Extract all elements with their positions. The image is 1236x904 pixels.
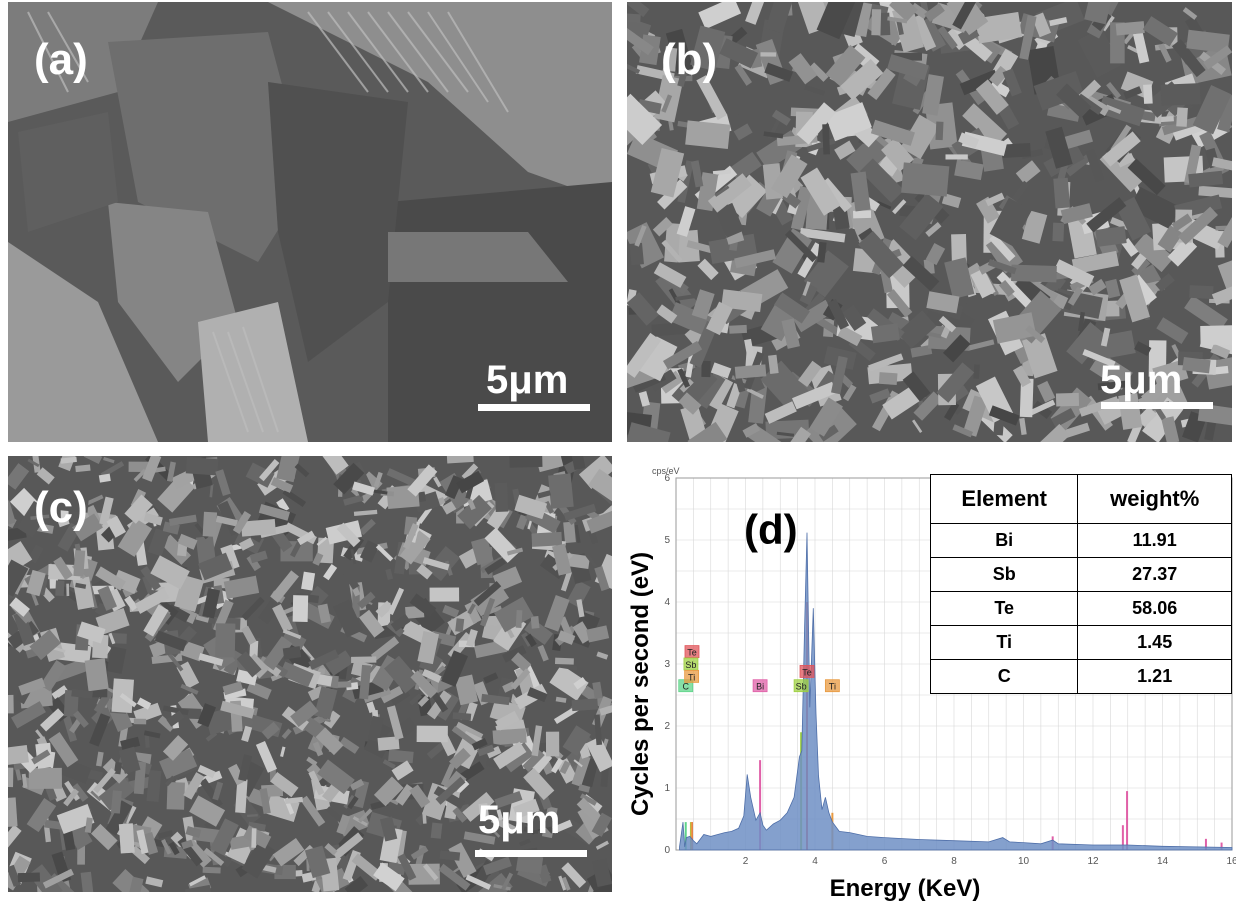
element-marker-label: Te [687,648,697,658]
scale-bar-c [475,850,587,857]
panel-label-c: (c) [34,483,88,532]
sem-image-a: (a) 5μm [8,2,612,442]
panel-label-a: (a) [34,35,88,84]
y-tick-label: 0 [664,845,670,856]
cell-weight: 27.37 [1077,557,1232,592]
x-tick-label: 16 [1226,856,1236,867]
element-marker: Te [684,645,700,659]
scale-bar-b [1101,402,1213,409]
sem-micrograph-coarse [8,2,612,442]
cell-element: Bi [929,523,1079,558]
scale-bar-a [478,404,590,411]
spectrum-series [679,532,1233,851]
sem-image-c: (c) 5μm [8,456,612,892]
table-row: Bi 11.91 [929,523,1232,558]
x-tick-label: 8 [951,856,957,867]
y-tick-label: 4 [664,597,670,608]
element-marker-label: Ti [688,672,695,682]
sem-micrograph-fine [8,456,612,892]
x-axis-label: Energy (KeV) [830,875,981,902]
y-tick-label: 2 [664,721,670,732]
table-header-row: Element weight% [929,474,1232,524]
table-header-weight: weight% [1077,474,1232,524]
x-tick-label: 10 [1018,856,1030,867]
y-tick-label: 3 [664,659,670,670]
scale-bar-label-b: 5μm [1100,358,1183,402]
element-marker-label: Bi [756,682,764,692]
cell-element: C [929,659,1079,694]
cell-element: Ti [929,625,1079,660]
y-tick-label: 5 [664,535,670,546]
x-tick-label: 14 [1157,856,1169,867]
table-header-element: Element [929,474,1079,524]
element-marker: Ti [824,679,840,693]
x-tick-label: 6 [882,856,888,867]
y-unit-label: cps/eV [652,466,680,476]
element-marker-label: Ti [829,682,836,692]
x-tick-label: 4 [812,856,818,867]
table-row: Te 58.06 [929,591,1232,626]
element-marker-label: Te [802,667,812,677]
element-marker-label: Sb [796,682,807,692]
cell-weight: 58.06 [1077,591,1232,626]
element-marker-label: C [682,682,689,692]
element-marker: Bi [752,679,768,693]
y-tick-label: 1 [664,783,670,794]
sem-micrograph-flakes [627,2,1232,442]
cell-weight: 1.45 [1077,625,1232,660]
table-row: Ti 1.45 [929,625,1232,660]
composition-table: Element weight% Bi 11.91 Sb 27.37 Te 58.06 … [929,474,1232,694]
element-marker: Te [799,665,815,678]
x-tick-label: 2 [743,856,749,867]
scale-bar-label-a: 5μm [486,358,569,402]
scale-bar-label-c: 5μm [478,798,561,842]
element-marker: Sb [683,657,699,671]
element-marker: Sb [793,679,809,693]
table-row: C 1.21 [929,659,1232,694]
cell-weight: 1.21 [1077,659,1232,694]
cell-weight: 11.91 [1077,523,1232,558]
cell-element: Sb [929,557,1079,592]
sem-image-b: (b) 5μm [627,2,1232,442]
element-marker-label: Sb [685,660,696,670]
y-tick-label: 6 [664,473,670,484]
y-axis-label: Cycles per second (eV) [627,552,654,816]
cell-element: Te [929,591,1079,626]
table-row: Sb 27.37 [929,557,1232,592]
element-marker: Ti [684,669,700,683]
x-tick-label: 12 [1087,856,1099,867]
panel-label-b: (b) [661,35,718,84]
panel-label-d: (d) [744,506,798,553]
